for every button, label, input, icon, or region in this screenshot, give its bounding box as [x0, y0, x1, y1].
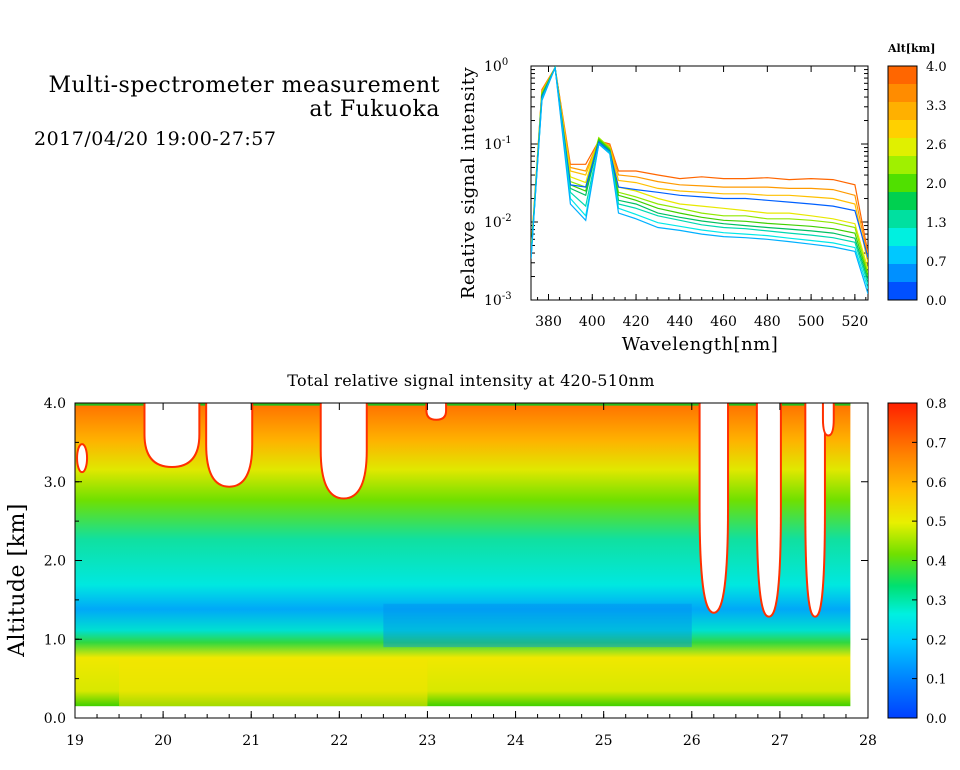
altitude-colorbar-tick-label: 2.6 [926, 138, 947, 153]
title-line-1: Multi-spectrometer measurement [48, 73, 440, 98]
altitude-colorbar-tick-label: 0.7 [926, 255, 947, 270]
altitude-colorbar-frame [887, 65, 918, 301]
heatmap-x-tick-label: 24 [507, 733, 525, 749]
altitude-colorbar-segment [888, 264, 917, 283]
cloud-gap-fill [321, 403, 366, 498]
cloud-gap-fill [427, 403, 446, 419]
intensity-colorbar-tick-label: 0.0 [926, 712, 947, 727]
heatmap-x-tick-label: 21 [242, 733, 260, 749]
spectrum-x-axis-label: Wavelength[nm] [622, 334, 779, 355]
heatmap-x-tick-label: 27 [771, 733, 789, 749]
intensity-colorbar-tick-label: 0.4 [926, 555, 947, 570]
spectrum-line [531, 66, 868, 254]
spectrum-line [531, 66, 868, 258]
spectrum-x-tick-label: 440 [666, 314, 693, 330]
spectrum-line [531, 66, 868, 258]
spectrum-x-tick-label: 480 [754, 314, 781, 330]
cloud-gap-fill [823, 403, 833, 435]
heatmap-x-tick-label: 26 [683, 733, 701, 749]
heatmap-y-tick-label: 0.0 [44, 711, 66, 727]
altitude-colorbar-tick-label: 1.3 [926, 216, 947, 231]
altitude-colorbar-segment [888, 156, 917, 175]
intensity-colorbar-tick-label: 0.3 [926, 594, 947, 609]
spectrum-x-tick-label: 460 [710, 314, 737, 330]
altitude-colorbar-title: Alt[km] [887, 42, 935, 55]
altitude-colorbar-tick-label: 2.0 [926, 177, 947, 192]
altitude-colorbar-segment [888, 84, 917, 103]
altitude-colorbar-segment [888, 66, 917, 85]
spectrum-x-tick-label: 420 [623, 314, 650, 330]
title-line-2: at Fukuoka [309, 97, 440, 122]
heatmap-boundary-patch [119, 658, 428, 707]
altitude-colorbar-tick-label: 0.0 [926, 294, 947, 309]
altitude-colorbar-segment [888, 138, 917, 157]
cloud-gap-fill [757, 403, 780, 616]
altitude-colorbar: 4.0 3.3 2.6 2.0 1.3 0.7 0.0 [887, 60, 947, 309]
altitude-colorbar-segment [888, 210, 917, 229]
spectrum-plot-frame [530, 65, 869, 301]
intensity-colorbar-tick-label: 0.6 [926, 476, 947, 491]
heatmap-ticks: 19 20 21 22 23 24 25 26 27 28 0.0 1.0 2.0 3.0 4.0 [44, 396, 877, 749]
spectrum-x-tick-label: 520 [842, 314, 869, 330]
cloud-gap-fill [145, 403, 199, 466]
intensity-colorbar-tick-label: 0.8 [926, 397, 947, 412]
altitude-colorbar-segment [888, 120, 917, 139]
altitude-colorbar-segment [888, 282, 917, 301]
spectrum-y-tick-label: 10-1 [484, 135, 512, 153]
intensity-colorbar-tick-label: 0.7 [926, 436, 947, 451]
spectrum-line [531, 66, 868, 289]
intensity-heatmap: Total relative signal intensity at 420-5… [5, 371, 947, 749]
heatmap-y-tick-label: 3.0 [44, 475, 66, 491]
altitude-colorbar-tick-label: 3.3 [926, 99, 947, 114]
heatmap-x-tick-label: 25 [595, 733, 613, 749]
cloud-gap-fill [207, 403, 252, 486]
spectrum-x-tick-label: 380 [535, 314, 562, 330]
spectrum-ticks: 380 400 420 440 460 480 500 520 10-3 10-2 10-1 100 [484, 57, 868, 330]
altitude-colorbar-segment [888, 228, 917, 247]
heatmap-x-tick-label: 28 [859, 733, 877, 749]
altitude-colorbar-tick-label: 4.0 [926, 60, 947, 75]
heatmap-y-axis-label: Altitude [km] [5, 503, 30, 658]
heatmap-x-tick-label: 19 [66, 733, 84, 749]
spectrum-line [531, 66, 868, 270]
datetime-label: 2017/04/20 19:00-27:57 [34, 128, 277, 150]
spectrum-line [531, 66, 868, 274]
spectrum-x-tick-label: 400 [579, 314, 606, 330]
heatmap-fields [75, 403, 851, 707]
heatmap-x-tick-label: 22 [330, 733, 348, 749]
intensity-colorbar-ticks: 0.8 0.7 0.6 0.5 0.4 0.3 0.2 0.1 0.0 [912, 397, 947, 727]
spectrum-y-axis-label: Relative signal intensity [458, 67, 479, 300]
spectrum-line [531, 66, 868, 281]
heatmap-low-band [383, 603, 692, 648]
spectrum-line [531, 66, 868, 277]
cloud-gap-small [76, 443, 89, 474]
heatmap-x-tick-label: 20 [154, 733, 172, 749]
intensity-colorbar-tick-label: 0.1 [926, 673, 947, 688]
altitude-colorbar-segment [888, 102, 917, 121]
spectrum-y-tick-label: 10-3 [484, 291, 512, 309]
heatmap-y-tick-label: 4.0 [44, 396, 66, 412]
heatmap-y-tick-label: 1.0 [44, 632, 66, 648]
spectrum-y-tick-label: 100 [484, 57, 508, 75]
altitude-colorbar-segment [888, 246, 917, 265]
heatmap-x-tick-label: 23 [419, 733, 437, 749]
spectrum-line [531, 66, 868, 285]
cloud-gap-fill [700, 403, 728, 612]
spectrum-line [531, 66, 868, 263]
spectrum-lines [531, 66, 868, 294]
spectrum-y-tick-label: 10-2 [484, 213, 512, 231]
altitude-colorbar-segment [888, 174, 917, 193]
spectrum-line [531, 67, 868, 294]
intensity-colorbar-tick-label: 0.5 [926, 515, 947, 530]
intensity-colorbar-tick-label: 0.2 [926, 633, 947, 648]
cloud-gap-fill [806, 403, 824, 616]
altitude-colorbar-segment [888, 192, 917, 211]
spectrum-chart: 380 400 420 440 460 480 500 52010-310-210-1100 … [458, 42, 947, 355]
spectrum-x-tick-label: 500 [798, 314, 825, 330]
heatmap-title: Total relative signal intensity at 420-5… [287, 371, 655, 390]
heatmap-y-tick-label: 2.0 [44, 554, 66, 570]
